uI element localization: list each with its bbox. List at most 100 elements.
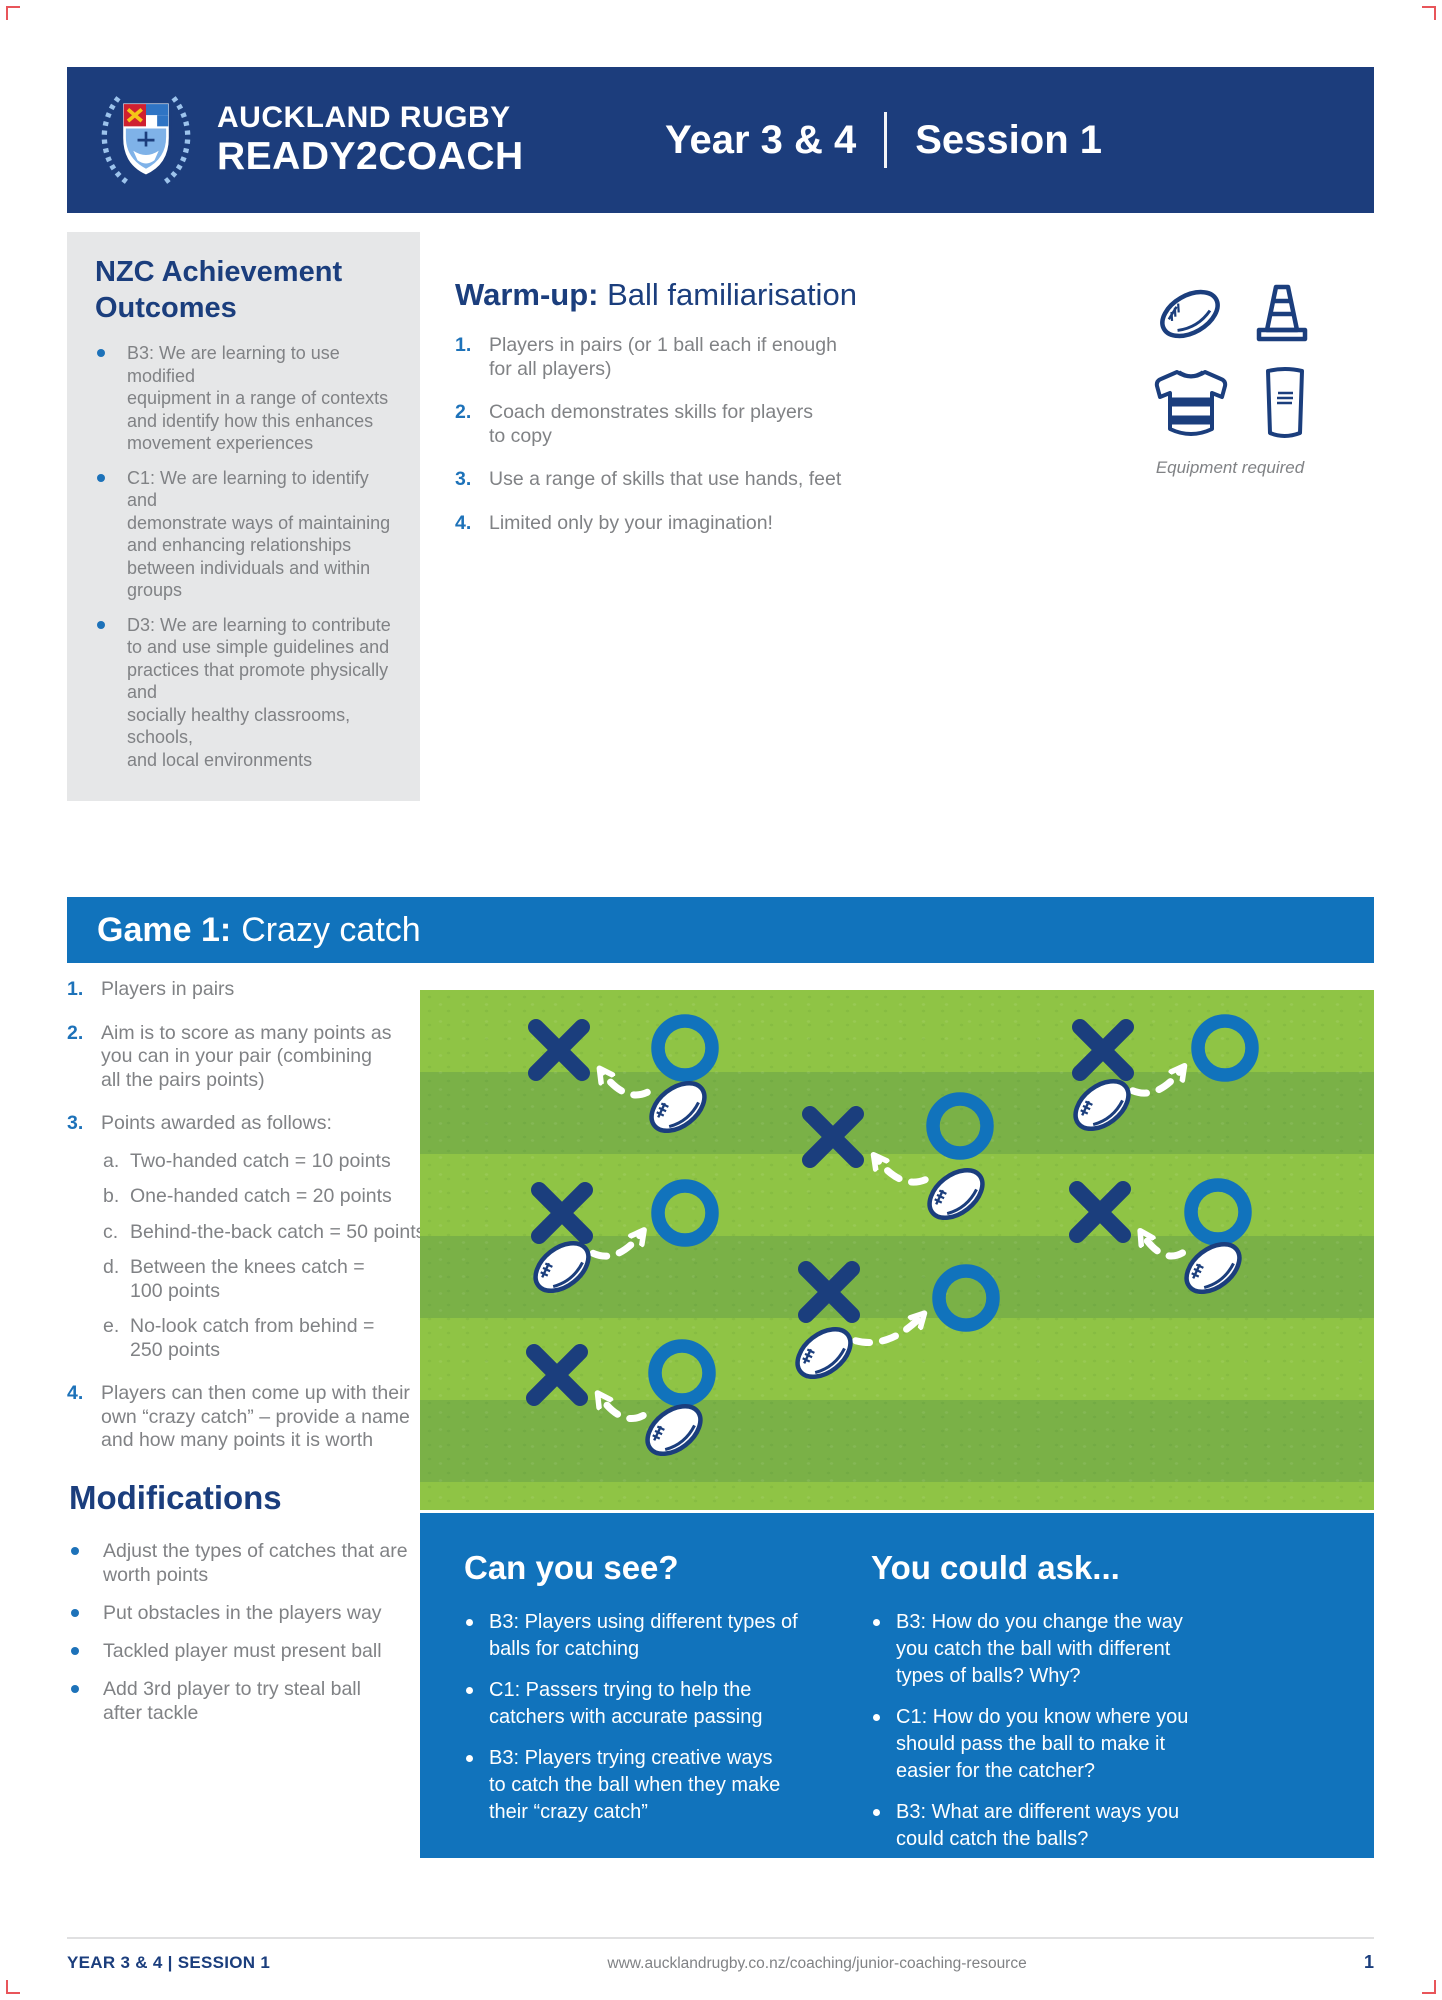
qa-bullet: B3: Players using different types of ball… (464, 1609, 871, 1663)
tackle-pad-icon (1259, 365, 1311, 446)
jersey-icon (1149, 366, 1233, 445)
item-text: Players in pairs (101, 978, 234, 1002)
item-number: 3. (455, 468, 472, 490)
pass-arrow (589, 1232, 643, 1260)
text-line: 250 points (130, 1338, 220, 1361)
item-text: Players in pairs (or 1 ball each if enou… (489, 334, 837, 381)
brand-wordmark: AUCKLAND RUGBY READY2COACH (217, 102, 524, 177)
player-x-marker (526, 1344, 588, 1406)
text-line: and local environments (127, 749, 313, 770)
item-text: Limited only by your imagination! (489, 512, 773, 536)
warmup-heading: Warm-up: Ball familiarisation (455, 277, 857, 312)
brand-line-2: READY2COACH (217, 134, 524, 178)
warmup-item: 4. Limited only by your imagination! (455, 512, 1115, 536)
pass-arrow (601, 1070, 651, 1099)
modification-bullet: Adjust the types of catches that are wort… (67, 1539, 497, 1587)
text-line: Points awarded as follows: (101, 1112, 332, 1134)
nzc-bullet: D3: We are learning to contribute to and … (95, 614, 394, 772)
qa-bullet: B3: Players trying creative ways to catch… (464, 1745, 871, 1826)
pass-arrow (599, 1395, 647, 1423)
game1-title-bar: Game 1: Crazy catch (67, 897, 1374, 963)
player-o-marker (651, 1014, 719, 1082)
qa-bullet: C1: How do you know where you should pass… (871, 1704, 1330, 1785)
text-line: practices that promote physically and (127, 659, 389, 703)
qa-bullet-text: B3: How do you change the way you catch t… (896, 1609, 1183, 1690)
game1-item: 4. Players can then come up with their ow… (67, 1382, 497, 1453)
nzc-bullet-text: D3: We are learning to contribute to and … (127, 614, 394, 772)
qa-bullet-text: B3: Players trying creative ways to catch… (489, 1745, 780, 1826)
text-line: should pass the ball to make it (896, 1733, 1166, 1755)
player-x-marker (802, 1106, 864, 1168)
footer: YEAR 3 & 4 | SESSION 1 www.aucklandrugby… (67, 1952, 1374, 1973)
text-line: worth points (103, 1563, 209, 1586)
bullet-dot-icon (466, 1687, 473, 1694)
session-label: Session 1 (915, 117, 1103, 162)
game1-item: 3. Points awarded as follows: (67, 1112, 497, 1136)
nzc-achievement-panel: NZC Achievement Outcomes B3: We are lear… (67, 232, 420, 801)
text-line: to catch the ball when they make (489, 1774, 781, 1796)
text-line: Players in pairs (101, 978, 235, 1000)
modification-bullet: Add 3rd player to try steal ball after ta… (67, 1677, 497, 1725)
point-text: One-handed catch = 20 points (130, 1185, 392, 1209)
point-letter: c. (103, 1220, 119, 1243)
text-line: B3: Players using different types of (489, 1611, 798, 1633)
bullet-dot-icon (71, 1546, 79, 1555)
player-o-marker (1191, 1014, 1259, 1082)
bullet-dot-icon (466, 1755, 473, 1762)
point-text: No-look catch from behind = 250 points (130, 1315, 374, 1362)
text-line: between individuals and within (127, 557, 371, 578)
text-line: and identify how this enhances (127, 410, 374, 431)
text-line: One-handed catch = 20 points (130, 1185, 392, 1207)
footer-divider (67, 1937, 1374, 1939)
points-row: c. Behind-the-back catch = 50 points (103, 1221, 497, 1245)
text-line: Adjust the types of catches that are (103, 1539, 408, 1562)
warmup-item: 3. Use a range of skills that use hands,… (455, 468, 1115, 492)
nzc-bullet-text: C1: We are learning to identify and demon… (127, 467, 394, 602)
text-line: for all players) (489, 357, 612, 380)
item-number: 1. (67, 978, 84, 1000)
bullet-dot-icon (71, 1684, 79, 1693)
qa-bullet-text: B3: What are different ways you could cat… (896, 1799, 1179, 1853)
text-line: balls for catching (489, 1638, 640, 1660)
text-line: B3: We are learning to use modified (127, 343, 340, 386)
warmup-item: 2. Coach demonstrates skills for players… (455, 401, 1115, 448)
bullet-dot-icon (873, 1809, 881, 1816)
text-line: equipment in a range of contexts (127, 388, 389, 408)
text-line: all the pairs points) (101, 1068, 265, 1091)
qa-bullet-text: C1: Passers trying to help the catchers w… (489, 1677, 762, 1731)
can-you-see-column: Can you see? B3: Players using different… (464, 1549, 871, 1858)
text-line: Players can then come up with their (101, 1382, 410, 1404)
text-line: you can in your pair (combining (101, 1045, 372, 1067)
item-text: Aim is to score as many points as you can… (101, 1022, 391, 1093)
player-o-marker (651, 1179, 719, 1247)
points-row: d. Between the knees catch = 100 points (103, 1256, 497, 1303)
point-text: Between the knees catch = 100 points (130, 1256, 365, 1303)
equipment-panel: Equipment required (1122, 282, 1338, 478)
points-row: e. No-look catch from behind = 250 points (103, 1315, 497, 1362)
item-text: Coach demonstrates skills for players to … (489, 401, 813, 448)
player-o-marker (1184, 1178, 1252, 1246)
you-could-ask-heading: You could ask... (871, 1549, 1120, 1586)
bullet-dot-icon (71, 1608, 79, 1617)
pass-arrow (852, 1315, 923, 1347)
rugby-ball-icon (1151, 284, 1229, 349)
text-line: you catch the ball with different (896, 1638, 1171, 1660)
player-x-marker (528, 1019, 590, 1081)
text-line: Add 3rd player to try steal ball (103, 1677, 361, 1700)
qa-bullet-text: C1: How do you know where you should pass… (896, 1704, 1188, 1785)
text-line: after tackle (103, 1701, 199, 1724)
player-x-marker (1072, 1019, 1134, 1081)
text-line: and how many points it is worth (101, 1429, 374, 1451)
field-diagram (420, 990, 1374, 1510)
nzc-bullet: B3: We are learning to use modified equip… (95, 342, 394, 455)
text-line: Coach demonstrates skills for players (489, 401, 814, 423)
item-number: 2. (67, 1021, 84, 1044)
text-line: Two-handed catch = 10 points (130, 1149, 391, 1172)
warmup-section: Warm-up: Ball familiarisation 1. Players… (455, 276, 1115, 555)
text-line: Limited only by your imagination! (489, 511, 773, 534)
equipment-caption: Equipment required (1155, 458, 1305, 477)
bullet-dot-icon (97, 473, 105, 482)
player-o-marker (932, 1264, 1000, 1332)
text-line: B3: What are different ways you (896, 1801, 1180, 1823)
